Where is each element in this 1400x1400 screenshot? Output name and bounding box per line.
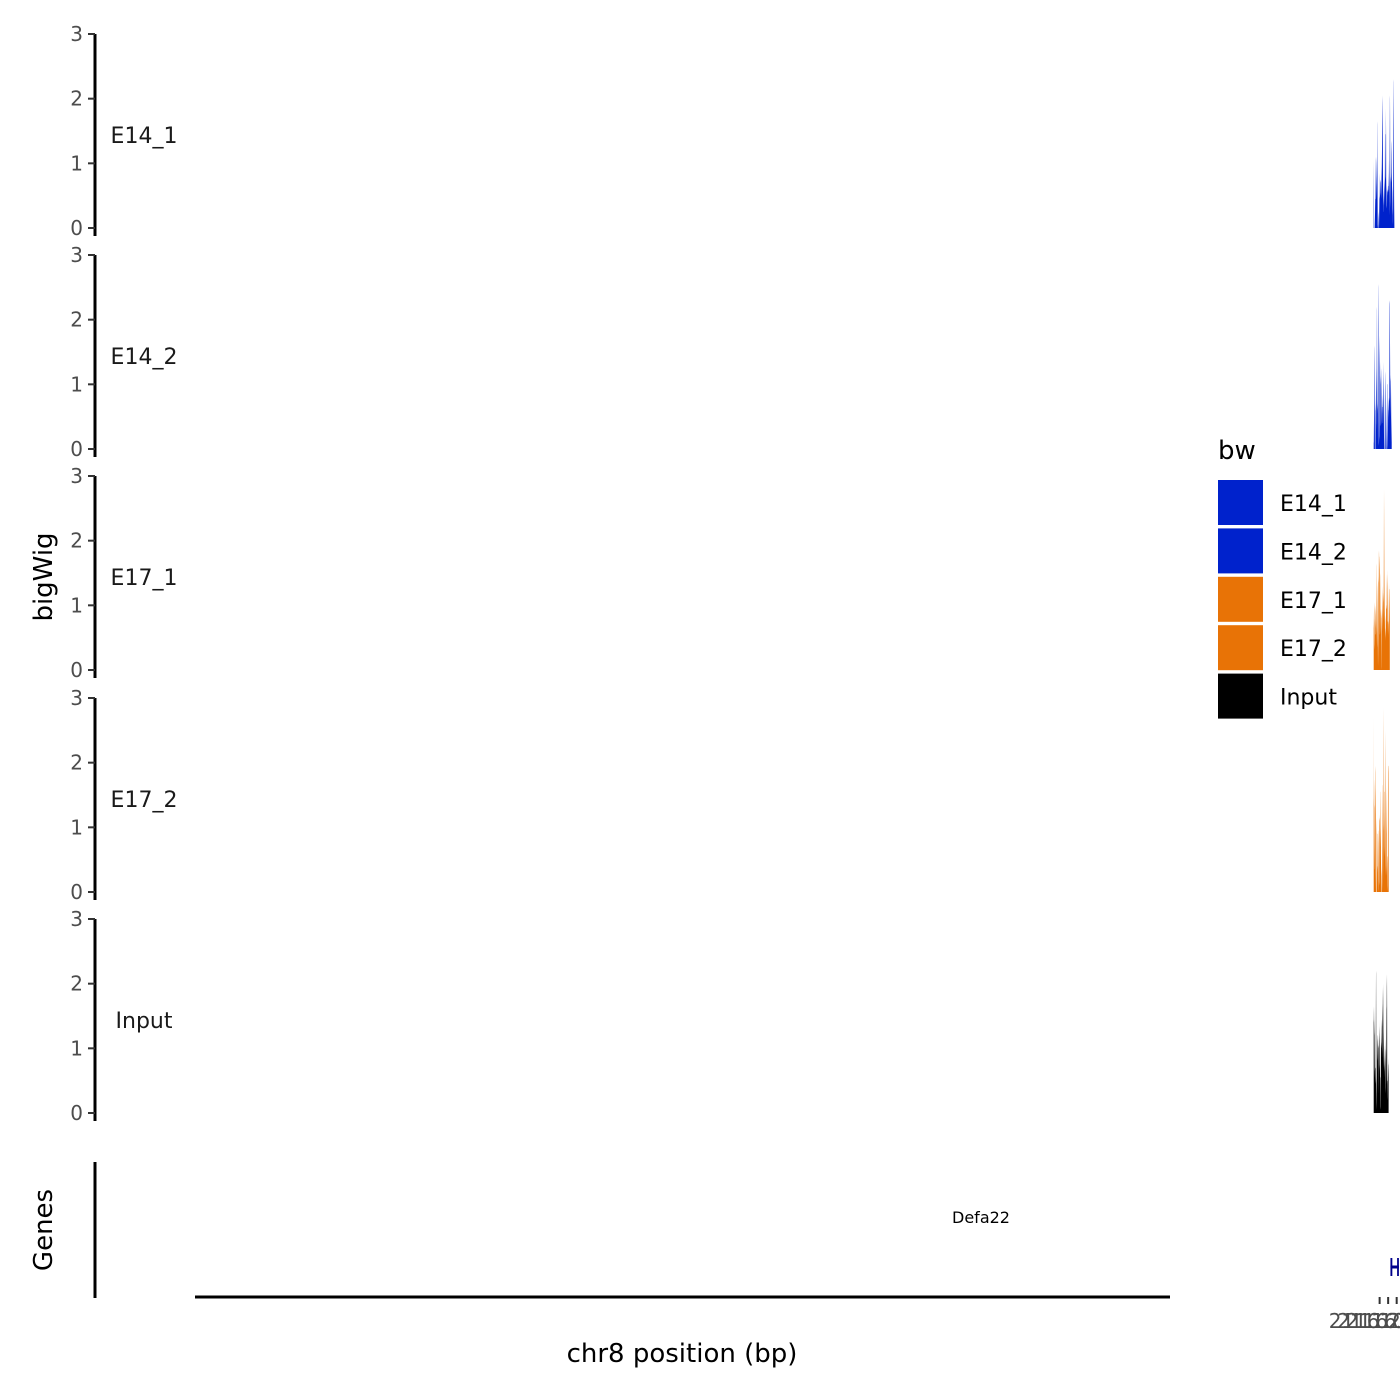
area-E14_2	[1387, 300, 1392, 449]
genes-track-title: Genes	[29, 1189, 59, 1271]
y-tick-label: 2	[70, 972, 83, 996]
x-tick-label: 21163000	[1346, 1309, 1400, 1333]
y-tick-label: 1	[70, 815, 83, 839]
track-label-E17_1: E17_1	[111, 566, 178, 591]
gene-name-label: Defa22	[952, 1208, 1010, 1227]
x-axis-title: chr8 position (bp)	[567, 1339, 798, 1369]
legend-swatch	[1218, 576, 1263, 622]
y-tick-label: 2	[70, 87, 83, 111]
gene-exon	[1397, 1258, 1399, 1276]
y-tick-label: 0	[70, 437, 83, 461]
track-label-E14_1: E14_1	[111, 124, 178, 149]
legend-swatch	[1218, 673, 1263, 719]
x-tick-label: 21162000	[1337, 1309, 1400, 1333]
legend-label: E17_1	[1280, 589, 1347, 614]
legend-item-E17_1: E17_1	[1218, 576, 1347, 622]
y-axis-title: bigWig	[29, 532, 59, 621]
legend-item-E14_2: E14_2	[1218, 528, 1347, 574]
y-tick-label: 1	[70, 151, 83, 175]
area-E14_1	[1378, 79, 1395, 228]
y-tick-label: 0	[70, 658, 83, 682]
legend-swatch	[1218, 528, 1263, 574]
area-Input	[1373, 970, 1389, 1113]
area-E17_2	[1381, 707, 1389, 892]
y-tick-label: 2	[70, 308, 83, 332]
y-tick-label: 1	[70, 1036, 83, 1060]
y-tick-label: 2	[70, 529, 83, 553]
legend-label: E17_2	[1280, 637, 1347, 662]
area-E14_2	[1386, 400, 1387, 449]
area-E14_1	[1373, 160, 1375, 228]
legend-label: Input	[1280, 686, 1337, 711]
y-tick-label: 0	[70, 1101, 83, 1125]
legend-title: bw	[1218, 436, 1256, 466]
area-E17_2	[1376, 791, 1382, 892]
track-E17_2: 0 1 2 3 E17_2	[70, 686, 1389, 904]
track-E14_2: 0 1 2 3 E14_2	[70, 243, 1392, 461]
x-axis: 211610002116200021163000	[195, 1295, 1400, 1333]
y-tick-label: 0	[70, 216, 83, 240]
area-E17_1	[1373, 488, 1390, 670]
legend-swatch	[1218, 625, 1263, 671]
y-tick-label: 2	[70, 751, 83, 775]
legend-label: E14_1	[1280, 492, 1347, 517]
y-tick-label: 3	[70, 907, 83, 931]
area-E14_2	[1384, 371, 1386, 449]
area-E17_2	[1373, 717, 1376, 892]
area-E14_1	[1374, 121, 1378, 228]
genes-track: Defa22	[93, 1162, 1399, 1298]
y-tick-label: 1	[70, 372, 83, 396]
y-tick-label: 0	[70, 880, 83, 904]
legend-item-E14_1: E14_1	[1218, 480, 1347, 525]
track-label-E17_2: E17_2	[111, 788, 178, 813]
area-E14_2	[1375, 284, 1385, 449]
y-tick-label: 3	[70, 22, 83, 46]
legend-item-E17_2: E17_2	[1218, 625, 1347, 671]
y-tick-label: 3	[70, 243, 83, 267]
track-E17_1: 0 1 2 3 E17_1	[70, 464, 1390, 682]
y-tick-label: 3	[70, 686, 83, 710]
y-tick-label: 1	[70, 593, 83, 617]
y-tick-label: 3	[70, 464, 83, 488]
track-E14_1: 0 1 2 3 E14_1	[70, 22, 1395, 240]
track-Input: 0 1 2 3 Input	[70, 907, 1389, 1125]
area-E14_2	[1373, 345, 1375, 449]
legend: bw E14_1 E14_2 E17_1 E17_2 Input	[1218, 436, 1347, 719]
track-label-E14_2: E14_2	[111, 345, 178, 370]
legend-label: E14_2	[1280, 540, 1347, 565]
track-label-Input: Input	[116, 1009, 173, 1034]
gene-exon	[1390, 1258, 1393, 1276]
legend-swatch	[1218, 480, 1263, 525]
gene-Defa22: Defa22	[952, 1208, 1399, 1276]
legend-item-Input: Input	[1218, 673, 1337, 719]
x-tick-label: 21161000	[1329, 1309, 1400, 1333]
tracks-group: 0 1 2 3 E14_1 0 1 2 3 E14_2 0 1 2 3 E17_1 0 1 2 3 E17_2 0 1 2 3…	[70, 22, 1395, 1125]
